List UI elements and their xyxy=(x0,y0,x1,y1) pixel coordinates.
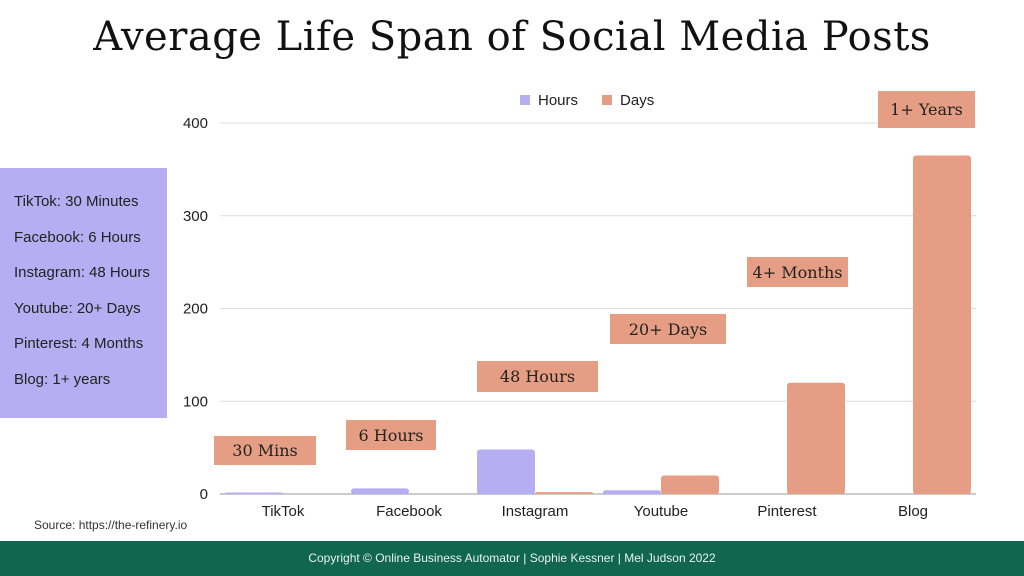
y-tick-label: 100 xyxy=(183,393,208,410)
bar-days-youtube xyxy=(661,475,719,494)
legend-swatch-hours xyxy=(520,95,530,105)
annotation-instagram: 48 Hours xyxy=(477,361,598,392)
annotation-pinterest: 4+ Months xyxy=(747,257,848,287)
x-tick-label: Facebook xyxy=(376,503,442,520)
source-note: Source: https://the-refinery.io xyxy=(34,518,188,532)
legend-swatch-days xyxy=(602,95,613,105)
summary-pinterest: Pinterest: 4 Months xyxy=(14,335,144,352)
bar-days-blog xyxy=(913,155,971,494)
lifespan-summary-box: TikTok: 30 Minutes Facebook: 6 Hours Ins… xyxy=(0,168,167,418)
legend-item-hours: Hours xyxy=(520,92,578,109)
bar-chart: 0 100 200 300 400 TikTok Facebook Instagram Yout… xyxy=(183,115,976,520)
bar-days-pinterest xyxy=(787,382,845,494)
x-tick-label: Blog xyxy=(898,503,928,520)
bar-hours-youtube xyxy=(603,490,661,494)
summary-youtube: Youtube: 20+ Days xyxy=(14,299,141,317)
bar-days-instagram xyxy=(535,492,593,494)
bar-hours-tiktok xyxy=(225,492,283,494)
bar-hours-facebook xyxy=(351,488,409,494)
chart-title: Average Life Span of Social Media Posts xyxy=(93,14,931,60)
summary-tiktok: TikTok: 30 Minutes xyxy=(14,193,139,210)
x-tick-label: TikTok xyxy=(262,503,305,520)
legend-label-hours: Hours xyxy=(538,91,579,109)
footer-copyright: Copyright © Online Business Automator | … xyxy=(0,541,1024,576)
y-tick-label: 400 xyxy=(183,115,208,132)
annotation-youtube: 20+ Days xyxy=(610,314,726,344)
annotation-tiktok: 30 Mins xyxy=(214,436,316,465)
annotation-facebook: 6 Hours xyxy=(346,420,436,450)
legend-item-days: Days xyxy=(602,92,654,109)
summary-instagram: Instagram: 48 Hours xyxy=(14,264,150,281)
x-tick-label: Youtube xyxy=(634,503,689,520)
bar-hours-instagram xyxy=(477,449,535,494)
x-tick-label: Pinterest xyxy=(757,503,817,520)
legend: Hours Days xyxy=(520,90,678,110)
y-tick-label: 200 xyxy=(183,301,208,318)
x-tick-label: Instagram xyxy=(502,503,569,520)
summary-facebook: Facebook: 6 Hours xyxy=(14,228,141,246)
legend-label-days: Days xyxy=(620,91,655,109)
summary-blog: Blog: 1+ years xyxy=(14,370,111,388)
y-tick-label: 300 xyxy=(183,208,208,225)
y-tick-label: 0 xyxy=(200,486,208,503)
annotation-blog: 1+ Years xyxy=(878,91,975,128)
